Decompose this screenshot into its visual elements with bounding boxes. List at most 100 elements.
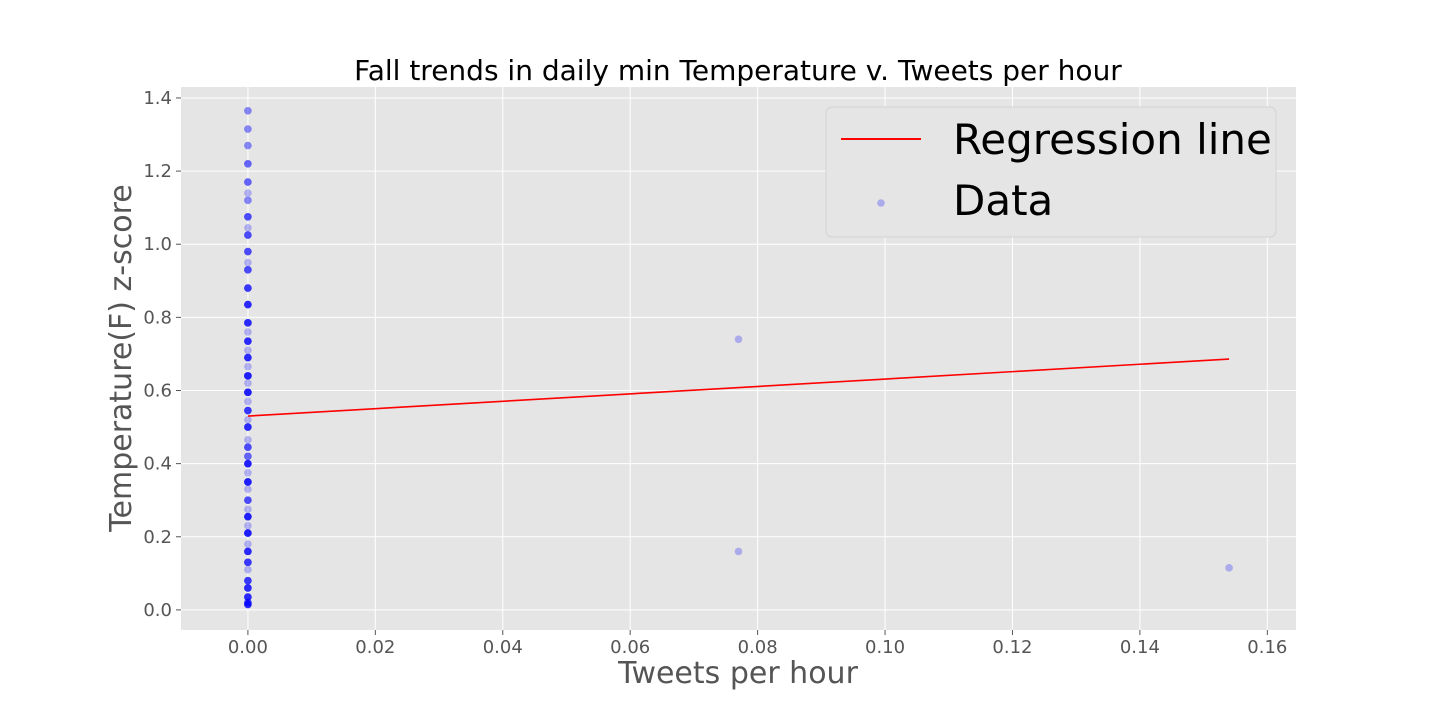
x-tick-label: 0.06 xyxy=(610,637,650,658)
y-tick-label: 0.0 xyxy=(143,600,172,621)
data-point xyxy=(734,547,743,556)
legend-label-regression: Regression line xyxy=(953,115,1272,164)
data-point xyxy=(244,459,252,468)
data-point xyxy=(244,576,252,585)
data-point xyxy=(244,372,252,380)
data-point xyxy=(244,478,252,486)
data-point xyxy=(244,231,252,239)
data-point xyxy=(244,353,252,362)
data-point xyxy=(244,372,252,380)
x-tick-label: 0.04 xyxy=(483,637,523,658)
data-point xyxy=(244,593,252,601)
data-point xyxy=(244,284,252,292)
data-point xyxy=(244,141,252,150)
data-point xyxy=(244,319,252,327)
data-point xyxy=(244,547,252,556)
data-point xyxy=(244,547,252,556)
y-tick-label: 1.4 xyxy=(143,88,172,109)
data-point xyxy=(244,353,252,362)
data-point xyxy=(244,496,252,504)
data-point xyxy=(244,512,252,521)
data-point xyxy=(244,284,252,292)
chart-title: Fall trends in daily min Temperature v. … xyxy=(354,54,1122,87)
data-point xyxy=(244,125,252,133)
data-point xyxy=(244,388,252,397)
data-point xyxy=(244,300,252,309)
data-point xyxy=(244,213,252,221)
data-point xyxy=(244,593,252,601)
legend-box xyxy=(825,106,1277,238)
data-point xyxy=(244,521,252,530)
y-tick-label: 1.2 xyxy=(143,161,172,182)
data-point xyxy=(244,388,252,397)
data-point xyxy=(244,496,252,504)
y-tick-label: 1.0 xyxy=(143,234,172,255)
y-axis-label: Temperature(F) z-score xyxy=(104,184,139,532)
data-point xyxy=(244,565,252,574)
data-point xyxy=(244,512,252,521)
data-point xyxy=(244,388,252,397)
data-point xyxy=(244,436,252,444)
data-point xyxy=(244,406,252,415)
data-point xyxy=(244,558,252,567)
data-point xyxy=(244,388,252,397)
data-point xyxy=(244,159,252,168)
x-tick-label: 0.00 xyxy=(228,637,268,658)
data-point xyxy=(244,247,252,256)
y-tick-label: 0.4 xyxy=(143,454,172,475)
data-point xyxy=(244,353,252,362)
data-point xyxy=(244,529,252,537)
data-point xyxy=(244,258,252,267)
data-point xyxy=(244,266,252,274)
data-point xyxy=(244,558,252,567)
data-point xyxy=(244,337,252,345)
data-point xyxy=(244,512,252,521)
y-tick-labels: 0.0 0.2 0.4 0.6 0.8 1.0 1.2 1.4 xyxy=(143,88,181,621)
data-point xyxy=(244,372,252,380)
data-point xyxy=(244,529,252,537)
data-points xyxy=(244,106,1233,609)
data-point xyxy=(244,512,252,521)
data-point xyxy=(244,319,252,327)
data-point xyxy=(244,459,252,468)
legend-point-swatch xyxy=(877,199,885,207)
y-tick-label: 0.8 xyxy=(143,307,172,328)
data-point xyxy=(244,459,252,468)
data-point xyxy=(244,231,252,239)
data-point xyxy=(244,558,252,567)
data-point xyxy=(244,547,252,556)
data-point xyxy=(244,459,252,468)
data-point xyxy=(244,266,252,274)
data-point xyxy=(244,598,252,607)
data-point xyxy=(244,159,252,168)
data-point xyxy=(244,485,252,494)
data-point xyxy=(244,319,252,327)
data-point xyxy=(244,505,252,514)
data-point xyxy=(244,328,252,336)
data-point xyxy=(734,335,743,344)
data-point xyxy=(244,478,252,486)
data-point xyxy=(244,300,252,309)
x-tick-label: 0.08 xyxy=(738,637,778,658)
data-point xyxy=(244,300,252,309)
data-point xyxy=(244,584,252,592)
data-point xyxy=(244,213,252,221)
data-point xyxy=(244,178,252,186)
data-point xyxy=(244,512,252,521)
data-point xyxy=(244,443,252,451)
data-point xyxy=(244,372,252,380)
data-point xyxy=(244,337,252,345)
data-point xyxy=(244,337,252,345)
data-point xyxy=(244,406,252,415)
data-point xyxy=(244,106,252,115)
data-point xyxy=(244,415,252,424)
data-point xyxy=(244,547,252,556)
data-point xyxy=(244,106,252,115)
data-point xyxy=(244,468,252,477)
data-point xyxy=(244,178,252,186)
data-point xyxy=(244,362,252,371)
data-point xyxy=(244,496,252,504)
x-axis-label: Tweets per hour xyxy=(617,656,858,691)
data-point xyxy=(244,584,252,592)
data-point xyxy=(244,452,252,461)
